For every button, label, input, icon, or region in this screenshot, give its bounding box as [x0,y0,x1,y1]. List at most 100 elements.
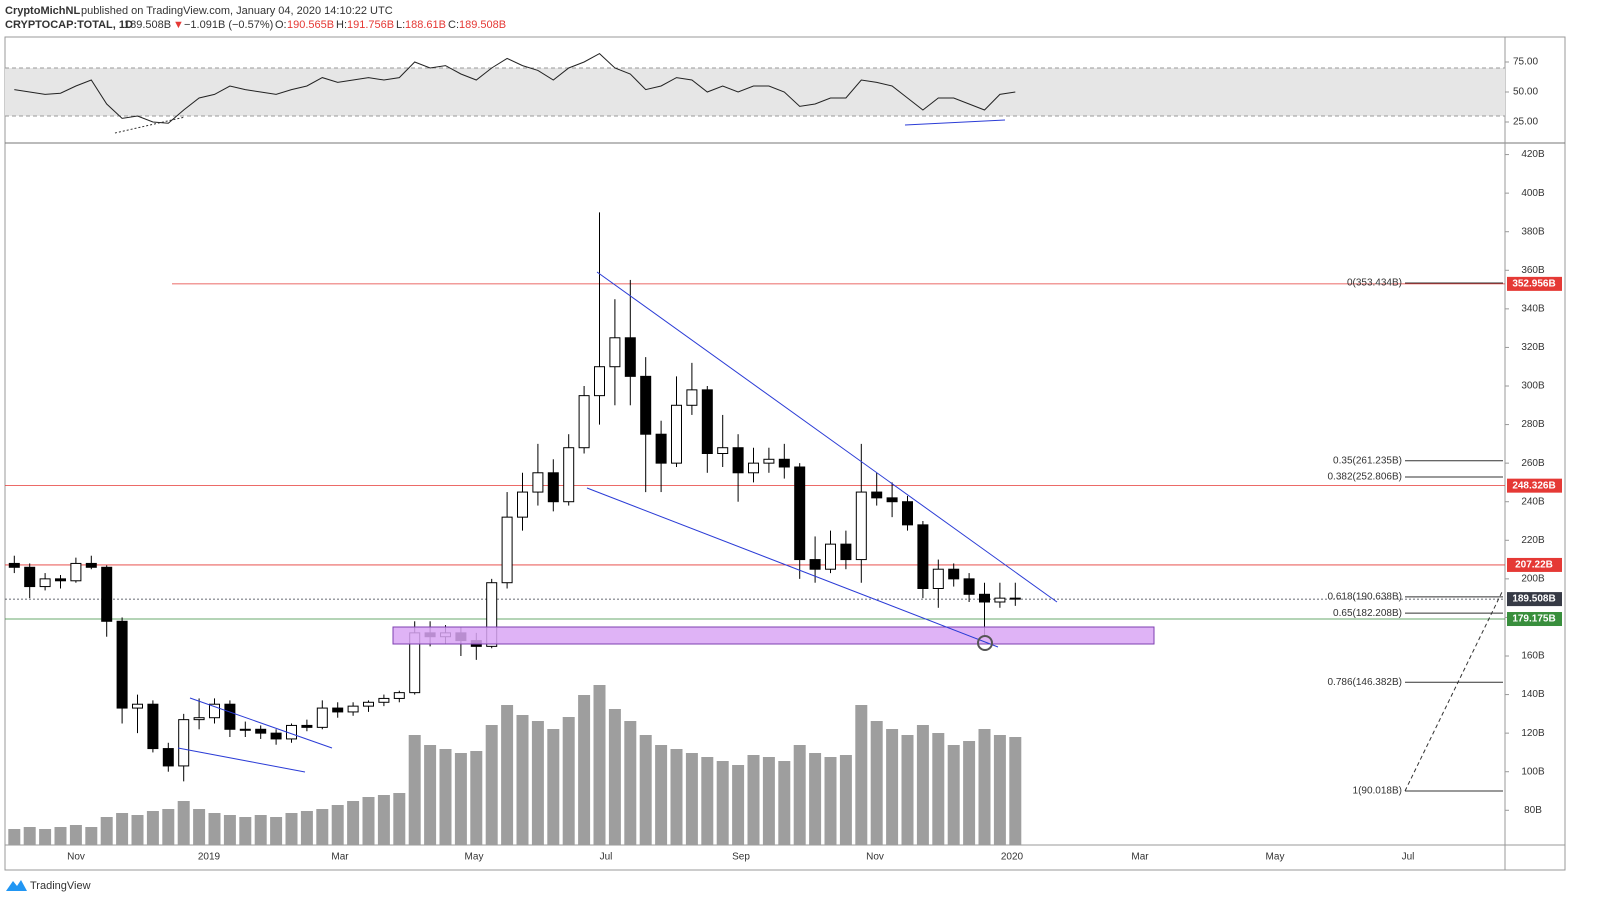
candle-body [39,578,51,588]
y-tick-label: 160B [1521,651,1545,662]
candle-body [116,620,128,709]
volume-bar [839,755,852,845]
volume-bar [716,761,729,845]
l-val: 188.61B [405,19,446,31]
x-tick-label: 2019 [198,852,221,863]
volume-bar [639,735,652,845]
y-tick-label: 420B [1521,149,1545,160]
trendline [596,271,1058,603]
volume-bar [408,735,421,845]
fib-label: 0(353.434B) [1347,278,1402,289]
candle-body [963,578,975,595]
footer: TradingView [6,880,91,892]
volume-bar [239,817,252,845]
volume-bar [886,729,899,845]
candle-body [717,447,729,455]
candle-body [193,717,205,721]
price-badge [1507,557,1562,572]
candle-body [732,447,744,474]
volume-bar [285,813,298,845]
candle-body [578,395,590,449]
trendline [189,697,333,749]
fib-trend [1404,589,1504,792]
y-tick-label: 360B [1521,265,1545,276]
candle-body [378,697,390,703]
volume-bar [39,829,52,845]
volume-bar [393,793,406,845]
volume-bar [593,685,606,845]
volume-bar [270,817,283,845]
candle-body [547,472,559,503]
x-tick-label: May [465,852,484,863]
frame [4,36,1566,871]
volume-bar [732,765,745,845]
candle-body [1009,597,1021,600]
volume-bar [932,733,945,845]
l-key: L: [396,19,405,31]
marker [977,635,993,651]
candle-body [162,748,174,767]
volume-bar [223,815,236,845]
volume-bar [747,755,760,845]
volume-bar [485,725,498,845]
candle-body [70,562,82,582]
volume-bar [1009,737,1022,845]
volume-bar [978,729,991,845]
candle-body [979,593,990,603]
o-val: 190.565B [287,19,334,31]
y-tick-label: 80B [1524,805,1542,816]
volume-bar [131,815,144,845]
volume-bar [54,827,67,845]
volume-bar [254,815,267,845]
fib-label: 0.35(261.235B) [1333,455,1402,466]
volume-bar [100,817,113,845]
candle-body [101,566,113,622]
volume-bar [85,827,98,845]
published: published on TradingView.com, January 04… [81,5,393,17]
candle-body [763,458,775,464]
candle-body [8,562,20,568]
candle-body [301,724,313,728]
volume-bar [963,741,976,845]
volume-bar [608,709,621,845]
o-key: O: [275,19,287,31]
candle-body [55,578,66,582]
candle-body [532,472,544,493]
volume-bar [809,753,822,845]
candle-body [640,375,652,435]
price-badge-label: 207.22B [1515,560,1553,571]
volume-bar [624,721,637,845]
candle-body [393,692,405,699]
volume-bar [947,745,960,845]
candle-body [178,719,190,767]
price-badge [1507,612,1562,627]
candle-body [809,559,821,570]
x-tick-label: Nov [866,852,884,863]
fib-label: 0.786(146.382B) [1327,677,1402,688]
candle-body [347,705,359,713]
volume-bar [531,721,544,845]
candle-body [624,337,636,377]
candle-body [85,562,97,568]
candle-body [748,462,759,474]
candle-body [517,491,528,518]
candle-body [486,582,498,647]
candle-body [932,568,944,590]
rsi-tick-label: 25.00 [1513,117,1538,128]
volume-bar [762,757,775,845]
volume-bar [916,725,929,845]
c-key: C: [448,19,459,31]
volume-bar [501,705,514,845]
x-tick-label: Mar [1131,852,1149,863]
price-badge-label: 179.175B [1512,614,1555,625]
volume-bar [377,795,390,845]
y-tick-label: 120B [1521,728,1545,739]
volume-bar [362,797,375,845]
y-tick-label: 320B [1521,342,1545,353]
candle-body [855,491,867,561]
volume-bar [69,825,82,845]
candle-body [24,566,36,588]
drawings [114,116,1504,792]
x-tick-label: Jul [1402,852,1415,863]
h-key: H: [336,19,347,31]
